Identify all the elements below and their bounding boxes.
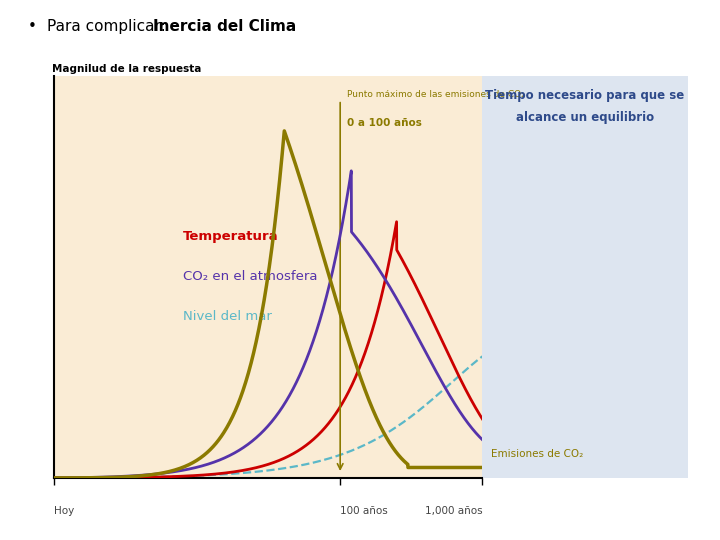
Text: Emisiones de CO₂: Emisiones de CO₂: [491, 449, 583, 458]
Text: Punto máximo de las emisiones de CO₂: Punto máximo de las emisiones de CO₂: [346, 90, 524, 99]
Text: Temperatura: Temperatura: [183, 230, 278, 243]
Text: alcance un equilibrio: alcance un equilibrio: [516, 111, 654, 124]
Text: Nivel del mar: Nivel del mar: [183, 310, 271, 323]
Text: Inercia del Clima: Inercia del Clima: [153, 19, 297, 34]
Text: Tiempo necesario para que se: Tiempo necesario para que se: [485, 89, 685, 102]
Text: Hoy: Hoy: [54, 506, 74, 516]
Text: 100 años: 100 años: [340, 506, 388, 516]
Text: 0 a 100 años: 0 a 100 años: [346, 118, 421, 128]
Text: CO₂ en el atmosfera: CO₂ en el atmosfera: [183, 270, 317, 284]
Text: •: •: [27, 19, 36, 34]
Text: Para complicar:: Para complicar:: [47, 19, 171, 34]
Text: 1,000 años: 1,000 años: [425, 506, 482, 516]
Text: Magnilud de la respuesta: Magnilud de la respuesta: [52, 64, 201, 73]
